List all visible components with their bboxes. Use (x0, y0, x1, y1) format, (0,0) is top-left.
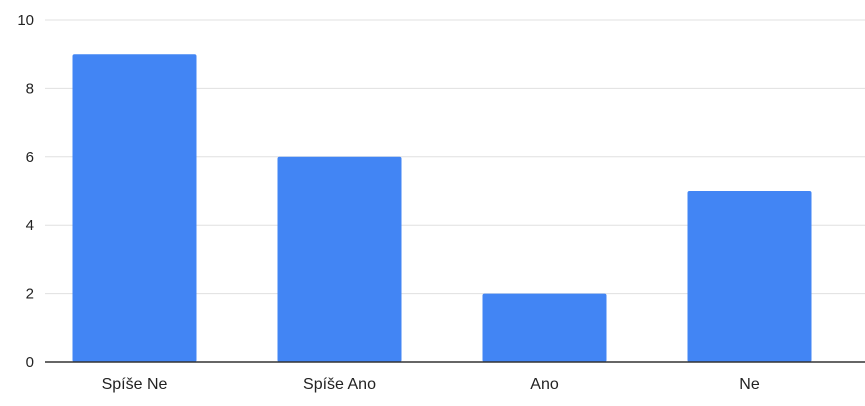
x-tick-label-4: Ne (739, 376, 760, 393)
bar-2 (277, 156, 402, 362)
y-tick-label-6: 6 (26, 149, 34, 166)
y-tick-label-4: 4 (26, 217, 34, 234)
x-tick-label-2: Spíše Ano (303, 376, 376, 393)
y-tick-label-0: 0 (26, 354, 34, 371)
y-tick-label-8: 8 (26, 80, 34, 97)
x-tick-label-3: Ano (530, 376, 559, 393)
bars (72, 54, 812, 362)
x-tick-label-1: Spíše Ne (102, 376, 168, 393)
y-tick-label-10: 10 (17, 12, 34, 29)
y-tick-label-2: 2 (26, 286, 34, 303)
bar-3 (482, 293, 607, 362)
y-axis-ticks: 0 2 4 6 8 10 (17, 12, 34, 371)
x-axis-ticks: Spíše Ne Spíše Ano Ano Ne (102, 376, 760, 393)
bar-4 (687, 191, 812, 362)
bar-1 (72, 54, 197, 362)
